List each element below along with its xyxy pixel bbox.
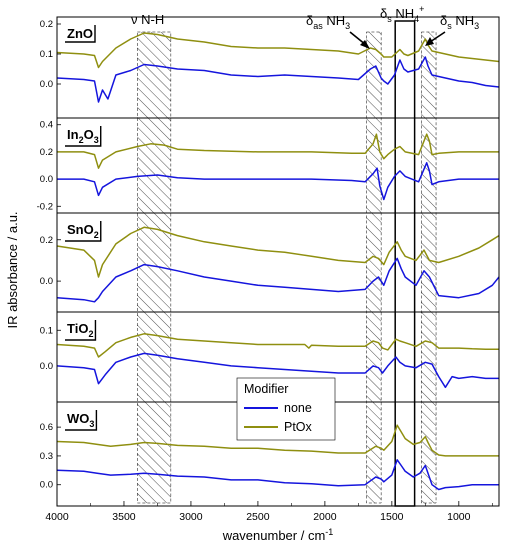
series-none-wo [56,459,499,491]
y-tick-label: 0.2 [40,147,53,158]
panel-zno: 0.0 0.1 0.2 ZnO [40,19,500,103]
panel-label-underline [65,410,98,431]
x-tick-label: 2000 [313,511,337,523]
panel-label-underline [65,126,102,147]
series-ptox-zno [56,32,500,69]
panel-label: SnO2 [67,222,99,240]
legend-label-ptox: PtOx [284,420,313,434]
legend: Modifier none PtOx [236,377,336,441]
panel-label: In2O3 [67,127,99,145]
plot-frame: 4000 3500 3000 2500 2000 1500 1000 [45,16,500,523]
arrow-delta-as [349,31,370,49]
x-tick-label: 1500 [380,511,404,523]
x-tick-label: 1000 [447,511,471,523]
x-tick-label: 4000 [45,511,69,523]
panel-label: TiO2 [67,321,93,339]
legend-title: Modifier [244,382,288,396]
x-axis-label: wavenumber / cm-1 [222,527,334,543]
annotation-delta-s-nh4: δs NH4+ [380,4,424,24]
y-tick-label: 0.0 [40,174,53,185]
band-0 [137,31,172,504]
series-none-tio [56,352,499,389]
panel-in: -0.2 0.0 0.2 0.4 In2O3 [37,120,499,212]
y-tick-label: 0.4 [40,120,53,131]
y-tick-label: 0.0 [40,79,53,90]
series-ptox-wo [56,424,499,457]
series-ptox-tio [56,333,499,358]
y-tick-label: -0.2 [37,201,53,212]
annotation-nu-nh: ν N-H [131,12,164,27]
y-tick-label: 0.0 [40,480,53,491]
series-none-zno [56,56,500,103]
y-tick-label: 0.6 [40,422,53,433]
plot-border [56,16,500,507]
band-3 [421,31,437,504]
panel-label-underline [65,221,102,242]
annotation-delta-as-nh3: δas NH3 [306,13,350,31]
series-none-in [57,162,499,201]
spectra-panels: 0.0 0.1 0.2 ZnO -0.2 0.0 0.2 0.4 In2O3 0.0 0.2 SnO2… [37,19,500,491]
band-2 [394,20,416,507]
panel-sno: 0.0 0.2 SnO2 [40,221,500,303]
series-none-sno [56,257,500,303]
panel-label-underline [65,25,96,43]
panel-label-underline [65,320,97,341]
x-tick-label: 2500 [246,511,270,523]
arrow-delta-s-nh3 [425,31,446,46]
panel-label: WO3 [67,411,94,429]
y-tick-label: 0.2 [40,19,53,30]
y-tick-label: 0.3 [40,451,53,462]
y-tick-label: 0.1 [40,325,53,336]
y-tick-label: 0.1 [40,49,53,60]
panel-tio: 0.0 0.1 TiO2 [40,320,499,389]
y-tick-label: 0.2 [40,235,53,246]
legend-label-none: none [284,401,312,415]
x-tick-label: 3000 [179,511,203,523]
panel-wo: 0.0 0.3 0.6 WO3 [40,410,499,491]
band-1 [366,31,382,504]
series-ptox-in [57,133,499,169]
annotation-delta-s-nh3: δs NH3 [440,13,479,31]
y-tick-label: 0.0 [40,276,53,287]
y-axis-label: IR absorbance / a.u. [5,211,20,328]
y-tick-label: 0.0 [40,361,53,372]
x-tick-label: 3500 [112,511,136,523]
panel-label: ZnO [67,26,93,41]
series-ptox-sno [56,226,500,278]
